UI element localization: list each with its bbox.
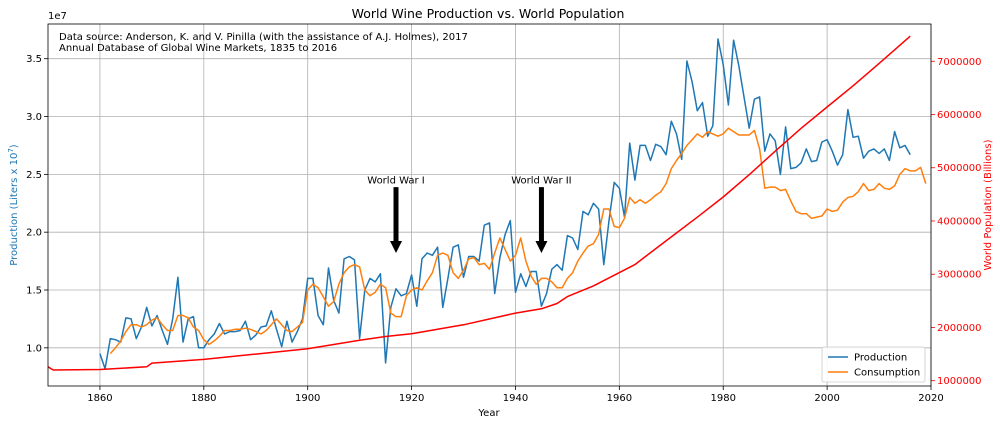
x-tick-label: 1920 xyxy=(399,393,424,404)
y-right-tick-label: 2000000 xyxy=(937,323,982,334)
y-axis-label-left-tail: ) xyxy=(9,144,20,148)
y-left-tick-label: 3.0 xyxy=(26,112,42,123)
x-tick-label: 1900 xyxy=(295,393,320,404)
y-right-tick-label: 6000000 xyxy=(937,110,982,121)
x-tick-label: 1940 xyxy=(503,393,528,404)
y-right-tick-label: 5000000 xyxy=(937,163,982,174)
y-left-tick-label: 2.0 xyxy=(26,228,42,239)
plot-series xyxy=(47,35,927,371)
y-right-tick-label: 1000000 xyxy=(937,376,982,387)
x-tick-label: 1960 xyxy=(607,393,632,404)
source-note-line-1: Data source: Anderson, K. and V. Pinilla… xyxy=(59,32,468,43)
y-axis-label-left-main: Production (Liters x 10 xyxy=(9,153,20,266)
chart-title: World Wine Production vs. World Populati… xyxy=(352,6,625,21)
plot-frame xyxy=(47,23,932,387)
arrow-world-war-2 xyxy=(535,187,548,253)
consumption-line xyxy=(109,127,927,355)
annotation-world-war-2: World War II xyxy=(511,176,571,187)
legend-label-consumption: Consumption xyxy=(854,368,920,379)
y-left-tick-label: 3.5 xyxy=(26,54,42,65)
arrow-world-war-1 xyxy=(390,187,403,253)
population-line xyxy=(47,35,911,371)
x-tick-label: 2000 xyxy=(814,393,839,404)
x-axis-label: Year xyxy=(477,408,500,419)
legend-box xyxy=(821,346,926,383)
annotation-world-war-1: World War I xyxy=(367,176,424,187)
y-axis-label-right: World Population (Billions) xyxy=(983,139,994,270)
y-axis-label-left-exponent: 7 xyxy=(7,148,15,152)
left-y-axis: 1.0 1.5 2.0 2.5 3.0 3.5 xyxy=(26,54,48,354)
y-axis-offset-label: 1e7 xyxy=(48,11,67,22)
y-right-tick-label: 4000000 xyxy=(937,216,982,227)
x-tick-label: 1860 xyxy=(87,393,112,404)
y-left-tick-label: 2.5 xyxy=(26,170,42,181)
legend-label-production: Production xyxy=(854,353,907,364)
y-right-tick-label: 7000000 xyxy=(937,57,982,68)
x-tick-label: 1880 xyxy=(191,393,216,404)
y-right-tick-label: 3000000 xyxy=(937,270,982,281)
x-tick-label: 1980 xyxy=(711,393,736,404)
y-axis-label-left: Production (Liters x 107) xyxy=(7,144,20,266)
legend: Production Consumption xyxy=(821,346,926,383)
y-left-tick-label: 1.5 xyxy=(26,286,42,297)
x-tick-label: 2020 xyxy=(918,393,943,404)
y-left-tick-label: 1.0 xyxy=(26,343,42,354)
x-axis: 1860 1880 1900 1920 1940 1960 1980 2000 2020 xyxy=(87,386,944,404)
right-y-axis: 1000000 2000000 3000000 4000000 5000000 60000… xyxy=(931,57,982,387)
production-line xyxy=(99,38,911,370)
annotations: World War I World War II xyxy=(367,176,572,253)
source-note-line-2: Annual Database of Global Wine Markets, … xyxy=(59,43,337,54)
